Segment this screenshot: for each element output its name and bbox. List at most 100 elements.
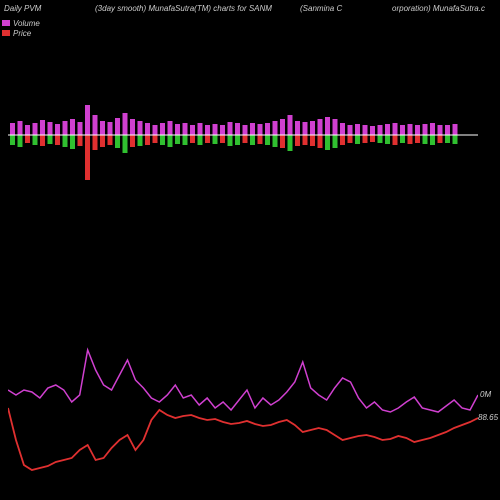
volume-bar <box>378 125 383 135</box>
volume-bar <box>198 123 203 135</box>
direction-bar <box>363 135 368 143</box>
direction-bar <box>348 135 353 143</box>
volume-bar <box>130 119 135 135</box>
legend-price-label: Price <box>13 29 31 38</box>
volume-bar <box>138 121 143 135</box>
volume-bar <box>93 115 98 135</box>
volume-bar <box>318 119 323 135</box>
header-right: orporation) MunafaSutra.c <box>392 4 485 13</box>
volume-bar <box>100 121 105 135</box>
direction-bar <box>273 135 278 147</box>
volume-bar <box>273 121 278 135</box>
volume-end-label: 0M <box>480 390 491 399</box>
legend-volume-swatch <box>2 20 10 26</box>
direction-bar <box>18 135 23 147</box>
direction-bar <box>430 135 435 145</box>
direction-bar <box>130 135 135 147</box>
direction-bar <box>370 135 375 142</box>
direction-bar <box>168 135 173 147</box>
volume-bar <box>355 124 360 135</box>
volume-bar <box>348 125 353 135</box>
volume-bar <box>363 125 368 135</box>
volume-bar <box>25 125 30 135</box>
header-mid2: (Sanmina C <box>300 4 342 13</box>
volume-bar <box>175 124 180 135</box>
direction-bar <box>10 135 15 145</box>
volume-bar <box>145 123 150 135</box>
volume-bar <box>393 123 398 135</box>
volume-bar <box>445 125 450 135</box>
direction-bar <box>415 135 420 143</box>
direction-bar <box>123 135 128 153</box>
direction-bar <box>235 135 240 145</box>
direction-bar <box>220 135 225 143</box>
volume-bar <box>160 123 165 135</box>
volume-bar <box>40 120 45 135</box>
volume-bar <box>18 121 23 135</box>
direction-bar <box>243 135 248 143</box>
volume-bar <box>280 119 285 135</box>
header-mid1: (3day smooth) MunafaSutra(TM) charts for… <box>95 4 272 13</box>
direction-bar <box>160 135 165 145</box>
direction-bar <box>378 135 383 143</box>
volume-bar <box>33 123 38 135</box>
direction-bar <box>138 135 143 146</box>
direction-bar <box>115 135 120 148</box>
direction-bar <box>153 135 158 143</box>
direction-bar <box>385 135 390 144</box>
volume-bar <box>295 121 300 135</box>
direction-bar <box>355 135 360 144</box>
volume-bar <box>115 118 120 135</box>
direction-bar <box>228 135 233 146</box>
volume-bar <box>183 123 188 135</box>
direction-bar <box>393 135 398 145</box>
price-volume-line-chart <box>8 290 478 490</box>
direction-bar <box>333 135 338 148</box>
volume-bar <box>408 124 413 135</box>
legend: Volume Price <box>2 18 40 38</box>
legend-volume: Volume <box>2 18 40 28</box>
direction-bar <box>258 135 263 144</box>
volume-bar <box>10 123 15 135</box>
direction-bar <box>400 135 405 143</box>
direction-bar <box>93 135 98 150</box>
direction-bar <box>408 135 413 144</box>
direction-bar <box>175 135 180 144</box>
direction-bar <box>25 135 30 143</box>
volume-bar <box>370 126 375 135</box>
volume-bar <box>303 122 308 135</box>
direction-bar <box>70 135 75 149</box>
volume-bar <box>288 115 293 135</box>
volume-bar <box>325 117 330 135</box>
volume-bar <box>340 123 345 135</box>
volume-bar <box>333 119 338 135</box>
volume-bar <box>415 125 420 135</box>
direction-bar <box>145 135 150 145</box>
direction-bar <box>288 135 293 151</box>
direction-bar <box>295 135 300 146</box>
volume-bar <box>123 113 128 135</box>
direction-bar <box>78 135 83 146</box>
direction-bar <box>108 135 113 145</box>
volume-bar <box>453 124 458 135</box>
volume-bar <box>423 124 428 135</box>
direction-bar <box>40 135 45 146</box>
direction-bar <box>198 135 203 145</box>
volume-bar <box>228 122 233 135</box>
volume-bar <box>310 121 315 135</box>
direction-bar <box>325 135 330 150</box>
volume-bar <box>250 123 255 135</box>
direction-bar <box>310 135 315 146</box>
direction-bar <box>100 135 105 147</box>
direction-bar <box>205 135 210 143</box>
volume-bar <box>220 125 225 135</box>
volume-bar <box>63 121 68 135</box>
legend-volume-label: Volume <box>13 19 40 28</box>
direction-bar <box>48 135 53 144</box>
direction-bar <box>445 135 450 143</box>
volume-bar <box>70 119 75 135</box>
pvm-bar-chart <box>8 60 478 210</box>
direction-bar <box>183 135 188 145</box>
volume-bar <box>205 125 210 135</box>
chart-header: Daily PVM (3day smooth) MunafaSutra(TM) … <box>0 4 500 16</box>
